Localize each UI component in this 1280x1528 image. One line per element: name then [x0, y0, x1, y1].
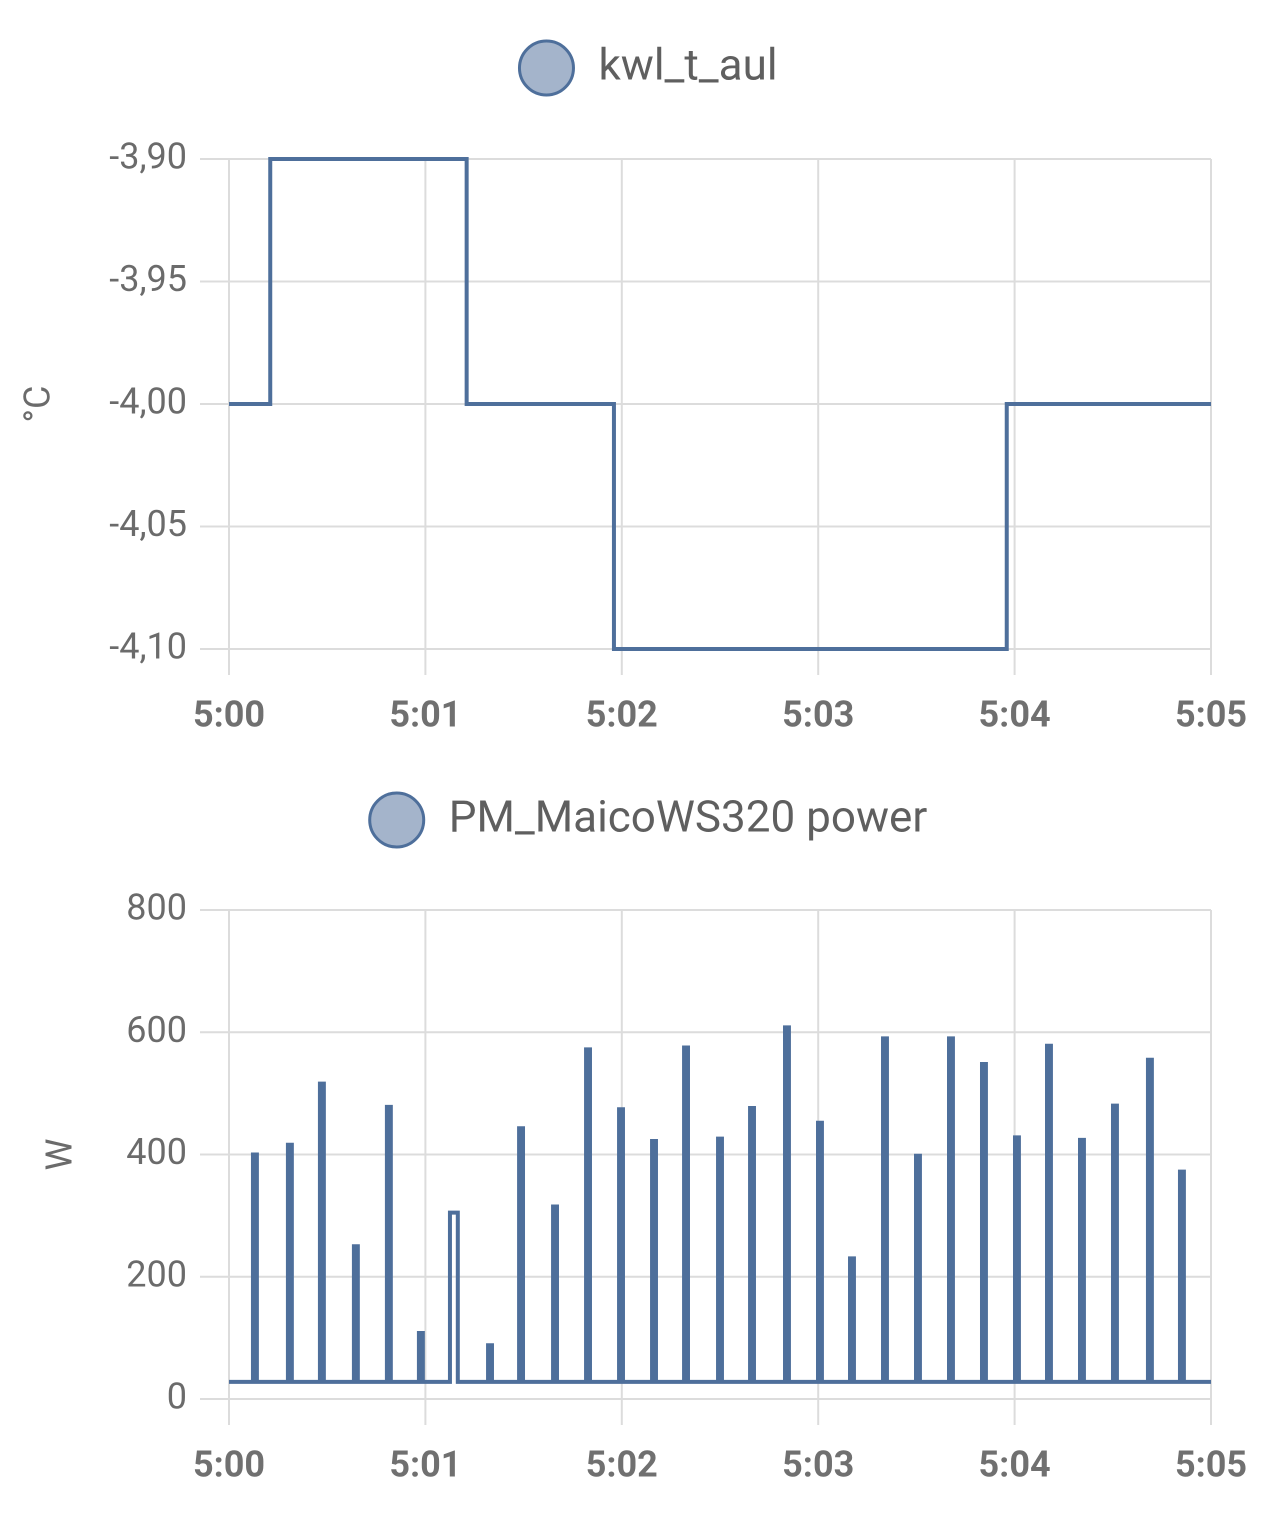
y-tick-label: -3,90: [109, 136, 187, 178]
x-tick-label: 5:01: [389, 1444, 461, 1486]
x-tick-label: 5:00: [193, 694, 265, 736]
x-tick-label: 5:03: [782, 694, 854, 736]
x-tick-label: 5:04: [979, 694, 1051, 736]
x-tick-label: 5:01: [389, 694, 461, 736]
legend-label: PM_MaicoWS320 power: [449, 791, 928, 843]
y-tick-label: 0: [167, 1376, 187, 1418]
x-tick-label: 5:00: [193, 1444, 265, 1486]
y-tick-label: -3,95: [109, 258, 187, 300]
y-tick-label: 200: [126, 1253, 187, 1295]
x-tick-label: 5:05: [1175, 1444, 1247, 1486]
x-tick-label: 5:02: [586, 694, 658, 736]
y-axis-title: °C: [17, 386, 59, 423]
legend-label: kwl_t_aul: [598, 39, 777, 91]
x-tick-label: 5:02: [586, 1444, 658, 1486]
y-tick-label: 800: [126, 887, 187, 929]
y-tick-label: -4,00: [109, 381, 187, 423]
y-axis-title: W: [39, 1138, 81, 1170]
x-tick-label: 5:04: [979, 1444, 1051, 1486]
y-tick-label: 600: [126, 1009, 187, 1051]
legend-marker: [517, 39, 575, 97]
series-line: [229, 157, 1211, 651]
x-tick-label: 5:05: [1175, 694, 1247, 736]
legend-marker: [368, 791, 426, 849]
y-tick-label: -4,05: [109, 503, 187, 545]
y-tick-label: -4,10: [109, 626, 187, 668]
y-tick-label: 400: [126, 1131, 187, 1173]
series-line: [229, 1025, 1211, 1384]
x-tick-label: 5:03: [782, 1444, 854, 1486]
